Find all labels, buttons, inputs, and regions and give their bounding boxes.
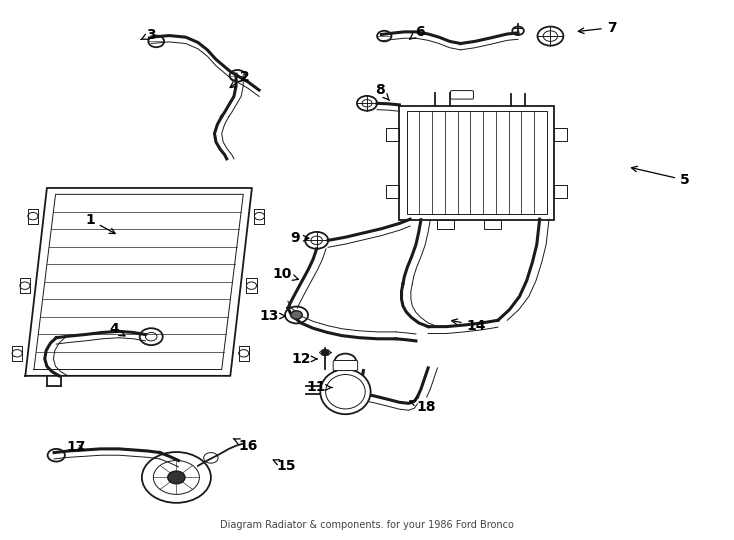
- Circle shape: [168, 471, 185, 484]
- FancyBboxPatch shape: [451, 91, 473, 99]
- Text: 1: 1: [85, 213, 115, 234]
- Text: 2: 2: [230, 70, 250, 87]
- Text: 12: 12: [291, 352, 317, 366]
- Bar: [399, 106, 554, 220]
- Text: 10: 10: [272, 267, 298, 281]
- Text: 17: 17: [66, 440, 85, 454]
- Text: 4: 4: [109, 322, 125, 336]
- Text: 13: 13: [260, 309, 286, 323]
- Text: 9: 9: [290, 231, 309, 245]
- Bar: [407, 111, 547, 214]
- Text: 3: 3: [141, 28, 156, 42]
- Circle shape: [291, 310, 302, 319]
- Text: 18: 18: [410, 400, 436, 414]
- Ellipse shape: [320, 369, 371, 414]
- Text: 5: 5: [631, 166, 690, 187]
- Text: 16: 16: [233, 438, 258, 453]
- Text: 8: 8: [375, 83, 390, 100]
- Text: 11: 11: [307, 381, 332, 395]
- Text: 15: 15: [273, 459, 297, 473]
- Text: 14: 14: [451, 319, 486, 333]
- FancyBboxPatch shape: [333, 361, 357, 370]
- Circle shape: [321, 350, 329, 355]
- Text: 6: 6: [410, 25, 424, 39]
- Ellipse shape: [326, 375, 366, 409]
- Text: 7: 7: [578, 21, 617, 35]
- Text: Diagram Radiator & components. for your 1986 Ford Bronco: Diagram Radiator & components. for your …: [220, 520, 514, 530]
